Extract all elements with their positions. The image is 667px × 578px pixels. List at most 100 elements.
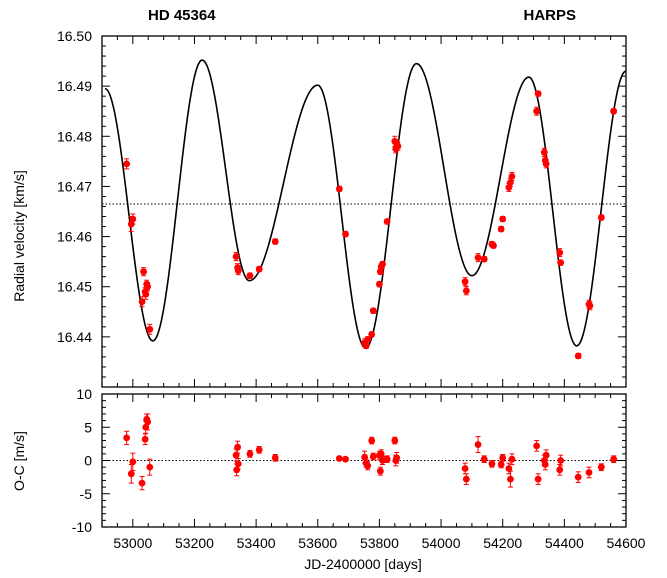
data-marker (488, 460, 496, 468)
data-marker (461, 465, 469, 472)
data-marker (540, 148, 548, 156)
star-name-title: HD 45364 (148, 7, 216, 24)
rv-data-point (368, 330, 376, 338)
data-marker (144, 418, 152, 426)
residual-data-point (123, 430, 131, 446)
data-marker (499, 215, 507, 223)
residual-y-tick-label: 10 (76, 386, 92, 402)
rv-data-point (497, 225, 505, 233)
residual-data-point (246, 450, 254, 458)
residual-data-point (462, 473, 470, 485)
residual-data-point (335, 455, 343, 462)
rv-data-point (383, 218, 391, 225)
data-marker (586, 302, 594, 310)
data-marker (490, 242, 497, 249)
data-marker (508, 455, 516, 463)
data-marker (123, 160, 131, 168)
residual-data-point (368, 436, 376, 445)
rv-data-point (234, 266, 242, 276)
residual-data-point (533, 440, 541, 452)
data-marker (542, 160, 550, 168)
data-marker (233, 466, 241, 474)
rv-y-tick-label: 16.50 (57, 28, 92, 44)
rv-data-point (144, 282, 152, 292)
rv-data-points (123, 90, 618, 360)
residual-data-point (138, 475, 146, 491)
residual-data-point (542, 449, 550, 461)
residual-data-point (488, 460, 496, 468)
data-marker (480, 455, 488, 463)
data-marker (508, 173, 516, 180)
rv-data-point (610, 107, 618, 115)
residual-data-point (461, 462, 469, 475)
rv-data-point (129, 213, 137, 225)
rv-data-point (138, 296, 146, 308)
residual-y-tick-label: -10 (72, 519, 92, 535)
residual-y-tick-label: -5 (80, 486, 93, 502)
data-marker (342, 455, 349, 463)
data-marker (597, 463, 605, 471)
residual-data-point (474, 436, 482, 454)
data-marker (534, 90, 542, 98)
x-tick-label: 53600 (298, 535, 337, 551)
residual-data-point (393, 452, 401, 464)
x-axis-label: JD-2400000 [days] (304, 556, 422, 572)
data-marker (533, 442, 541, 450)
data-marker (271, 454, 279, 462)
data-marker (232, 253, 240, 261)
data-marker (140, 268, 148, 276)
data-marker (379, 260, 386, 268)
data-marker (129, 215, 137, 223)
rv-data-point (533, 106, 541, 116)
rv-y-tick-label: 16.49 (57, 78, 92, 94)
rv-data-point (597, 214, 605, 221)
residual-y-tick-label: 0 (84, 453, 92, 469)
residual-data-point (557, 454, 565, 467)
data-marker (368, 330, 376, 338)
data-marker (499, 454, 507, 462)
residual-data-point (574, 471, 582, 483)
data-marker (234, 460, 242, 468)
rv-data-point (542, 159, 550, 169)
rv-data-point (556, 248, 564, 258)
residual-data-point (146, 458, 154, 476)
rv-data-point (271, 238, 279, 245)
data-marker (462, 475, 470, 483)
data-marker (376, 268, 384, 276)
data-marker (557, 457, 565, 464)
data-marker (364, 335, 372, 343)
data-marker (541, 461, 549, 468)
data-marker (127, 470, 135, 478)
data-marker (383, 218, 391, 225)
rv-data-point (255, 265, 263, 273)
rv-data-point (586, 301, 594, 311)
data-marker (391, 437, 399, 444)
rv-data-point (557, 259, 565, 267)
rv-panel-frame (101, 35, 627, 388)
data-marker (534, 475, 542, 483)
data-marker (557, 259, 565, 267)
data-marker (335, 455, 343, 462)
rv-data-point (499, 215, 507, 223)
data-marker (610, 455, 618, 463)
x-tick-label: 53400 (237, 535, 276, 551)
rv-data-point (394, 141, 402, 151)
x-tick-label: 54200 (483, 535, 522, 551)
x-tick-label: 54000 (422, 535, 461, 551)
residual-data-point (369, 452, 377, 461)
data-marker (383, 455, 391, 463)
residual-panel-ticks (101, 393, 627, 528)
residual-data-point (391, 436, 399, 445)
residual-data-point (141, 433, 149, 446)
data-marker (246, 272, 254, 280)
data-marker (271, 238, 279, 245)
rv-data-point (376, 268, 384, 276)
data-marker (123, 434, 131, 442)
data-marker (542, 451, 550, 459)
data-marker (362, 342, 370, 350)
residual-data-point (383, 455, 391, 463)
data-marker (369, 453, 377, 460)
data-marker (255, 446, 263, 454)
rv-data-point (362, 342, 370, 350)
